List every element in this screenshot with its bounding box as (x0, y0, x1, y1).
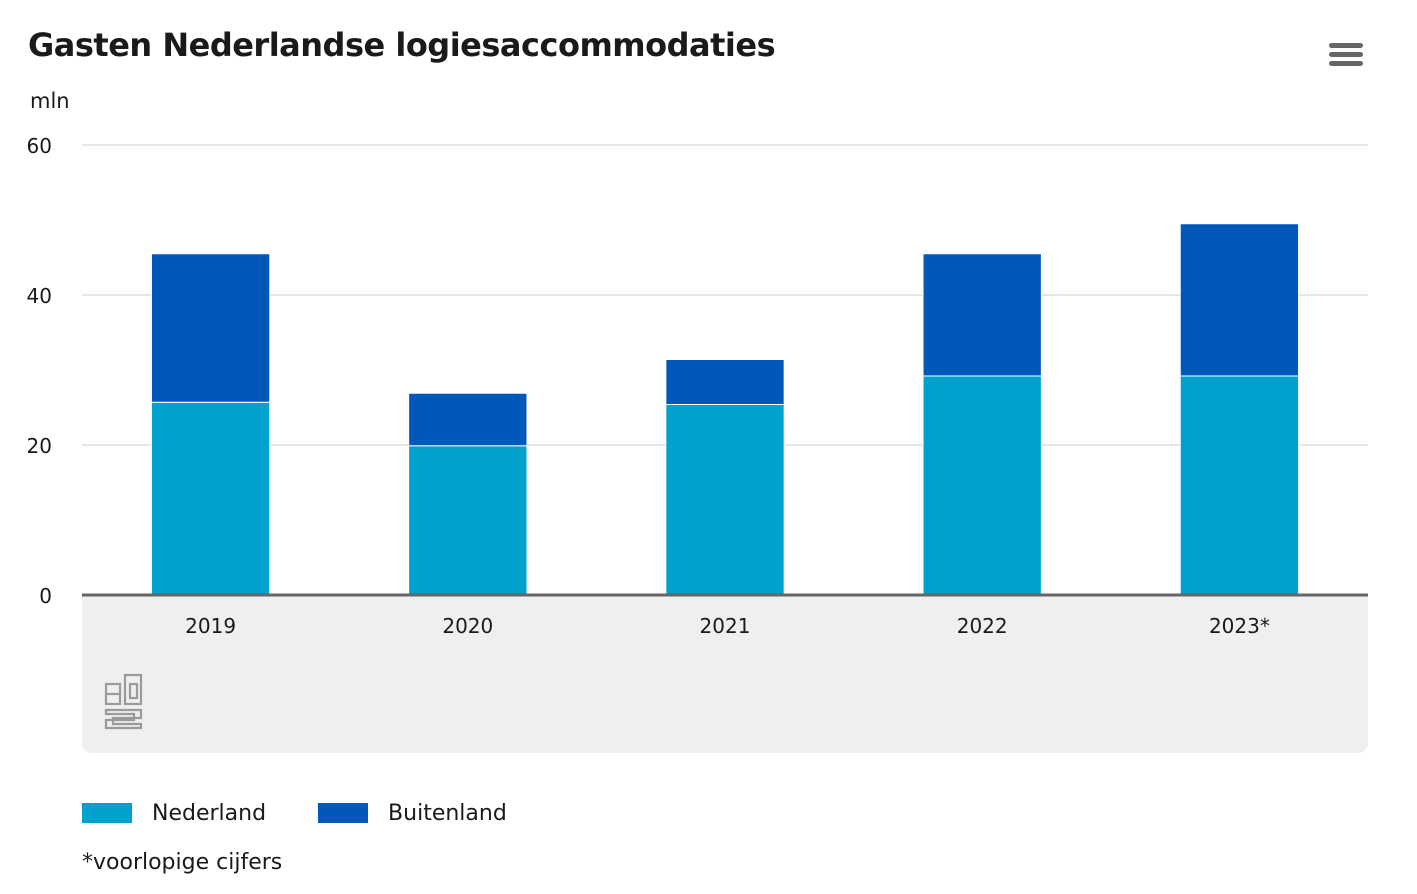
y-tick-label: 60 (27, 134, 52, 158)
bar-nederland-2023[interactable] (1179, 375, 1300, 596)
bar-buitenland-2019[interactable] (150, 253, 271, 403)
x-tick-label: 2019 (185, 614, 236, 638)
legend-item-nederland[interactable]: Nederland (82, 801, 266, 826)
menu-line (1329, 43, 1363, 48)
bar-buitenland-2020[interactable] (408, 392, 528, 447)
legend-label: Nederland (152, 800, 267, 826)
legend-label: Buitenland (388, 800, 507, 826)
legend-swatch-buitenland (318, 803, 369, 823)
y-tick-label: 40 (27, 284, 52, 308)
x-tick-label: 2023* (1209, 614, 1270, 638)
menu-line (1329, 61, 1363, 66)
menu-line (1329, 52, 1363, 57)
bar-buitenland-2022[interactable] (922, 253, 1042, 377)
chart-area: mln 0 20 40 60 2019 2020 2021 2022 2023* (27, 89, 1368, 753)
x-tick-label: 2021 (700, 614, 751, 638)
bar-nederland-2022[interactable] (922, 375, 1042, 596)
y-axis-unit-label: mln (30, 89, 70, 113)
legend: Nederland Buitenland (82, 796, 559, 830)
y-axis-ticks: 0 20 40 60 (27, 134, 52, 608)
bar-nederland-2019[interactable] (150, 401, 271, 596)
y-tick-label: 20 (27, 434, 52, 458)
x-axis-band-top (82, 595, 1368, 607)
x-axis-ticks: 2019 2020 2021 2022 2023* (185, 614, 1270, 638)
bar-nederland-2021[interactable] (665, 404, 785, 596)
bar-buitenland-2023[interactable] (1179, 223, 1300, 377)
bars (150, 223, 1300, 596)
bar-buitenland-2021[interactable] (665, 359, 785, 405)
x-axis-band (82, 595, 1368, 753)
chart-title: Gasten Nederlandse logiesaccommodaties (28, 26, 776, 64)
legend-swatch-nederland (82, 803, 132, 823)
x-tick-label: 2022 (957, 614, 1008, 638)
y-tick-label: 0 (39, 584, 52, 608)
legend-item-buitenland[interactable]: Buitenland (318, 801, 507, 826)
cbs-logo-icon (104, 673, 143, 730)
hamburger-menu-icon[interactable] (1322, 38, 1370, 74)
bar-nederland-2020[interactable] (408, 445, 528, 596)
footnote: *voorlopige cijfers (82, 850, 283, 875)
x-tick-label: 2020 (442, 614, 493, 638)
